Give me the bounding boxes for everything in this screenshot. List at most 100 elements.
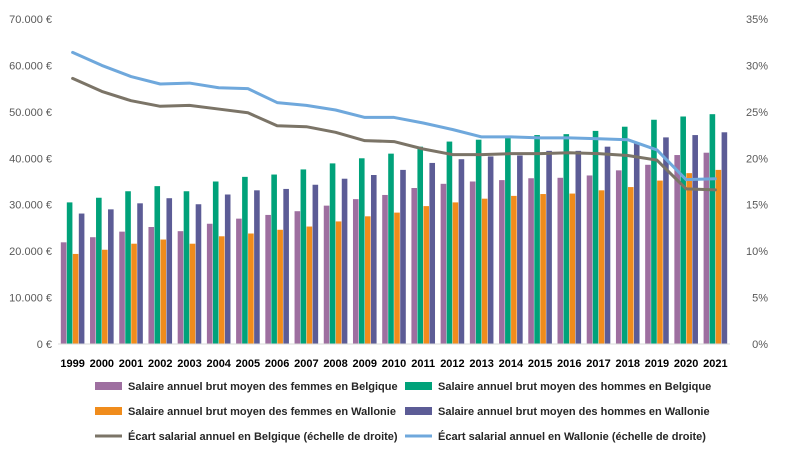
legend-item-salaire-annuel-brut-moyen-des-femmes-en-wallonie: Salaire annuel brut moyen des femmes en … — [95, 406, 396, 418]
x-tick-label: 2006 — [265, 358, 289, 370]
bar-2020-3 — [686, 173, 692, 344]
bar-2015-4 — [546, 150, 552, 344]
x-tick-label: 2008 — [323, 358, 347, 370]
bar-2021-2 — [709, 114, 716, 345]
bar-2015-3 — [540, 194, 546, 344]
left-tick-label: 30.000 € — [9, 200, 52, 212]
bar-2019-2 — [651, 119, 657, 344]
bar-1999-3 — [72, 253, 79, 344]
x-tick-label: 2018 — [615, 358, 639, 370]
bar-2004-2 — [212, 181, 219, 344]
bar-2020-2 — [680, 116, 686, 344]
bar-2008-2 — [329, 163, 336, 344]
bar-2010-2 — [388, 153, 394, 344]
x-tick-label: 2014 — [499, 358, 524, 370]
bar-2017-2 — [592, 130, 599, 344]
bar-2011-2 — [417, 146, 424, 344]
bar-2006-1 — [265, 214, 271, 344]
bar-2008-3 — [335, 221, 342, 344]
x-tick-label: 2003 — [177, 358, 201, 370]
bar-2021-4 — [721, 132, 728, 344]
right-axis: 0% 5% 10% 15% 20% 25% 30% 35% — [746, 14, 768, 351]
bar-2009-1 — [352, 199, 359, 344]
bar-series-salaire-annuel-brut-moyen-des-femmes-en-belgique — [60, 152, 710, 344]
bar-2000-1 — [90, 237, 96, 344]
x-tick-label: 2012 — [440, 358, 464, 370]
bar-2006-3 — [277, 229, 283, 344]
bar-2018-2 — [621, 126, 628, 345]
bar-2009-2 — [358, 158, 365, 344]
bar-2002-4 — [166, 198, 173, 344]
x-axis: 1999 2000 2001 2002 2003 2004 2005 2006 2007 2008… — [60, 358, 727, 370]
bar-2014-4 — [517, 155, 523, 344]
bar-2021-3 — [715, 169, 722, 344]
bar-2006-2 — [271, 174, 277, 344]
bar-2018-1 — [615, 170, 622, 344]
legend-label: Écart salarial annuel en Belgique (échel… — [128, 430, 398, 443]
bar-1999-2 — [66, 202, 73, 344]
bar-series-salaire-annuel-brut-moyen-des-hommes-en-belgique — [66, 114, 716, 345]
legend-label: Salaire annuel brut moyen des hommes en … — [438, 381, 711, 393]
legend-item-salaire-annuel-brut-moyen-des-femmes-en-belgique: Salaire annuel brut moyen des femmes en … — [95, 381, 398, 393]
bar-2009-3 — [364, 216, 371, 344]
bar-2016-4 — [575, 150, 582, 344]
bar-2001-4 — [137, 203, 143, 344]
bar-2014-3 — [511, 195, 517, 344]
bar-2007-2 — [300, 169, 307, 344]
bar-2010-4 — [400, 169, 406, 344]
bar-2007-1 — [294, 211, 301, 344]
left-axis: 0 € 10.000 € 20.000 € 30.000 € 40.000 € 50.00… — [9, 14, 52, 351]
bar-2004-4 — [224, 194, 231, 344]
bar-2019-3 — [657, 180, 663, 344]
bar-2017-4 — [604, 146, 611, 344]
bar-2012-4 — [458, 159, 465, 344]
bar-2005-3 — [248, 233, 254, 344]
legend-label: Salaire annuel brut moyen des femmes en … — [128, 381, 398, 393]
bar-2003-1 — [177, 231, 184, 344]
bar-2015-1 — [528, 178, 534, 344]
bar-2019-1 — [645, 164, 651, 344]
bar-2013-4 — [487, 156, 494, 344]
bar-2000-4 — [108, 209, 114, 344]
bar-2016-2 — [563, 134, 570, 344]
x-tick-label: 2010 — [382, 358, 406, 370]
x-tick-label: 2011 — [411, 358, 435, 370]
bar-2009-4 — [370, 175, 377, 344]
x-tick-label: 2020 — [674, 358, 698, 370]
bar-2018-4 — [633, 142, 640, 344]
x-tick-label: 2009 — [353, 358, 377, 370]
bar-2011-1 — [411, 188, 418, 344]
left-tick-label: 10.000 € — [9, 293, 52, 305]
x-tick-label: 2017 — [586, 358, 610, 370]
bar-2005-4 — [254, 190, 260, 344]
bar-2000-2 — [96, 197, 102, 344]
bar-2016-3 — [569, 193, 576, 344]
legend-swatch — [95, 407, 122, 415]
bar-2020-1 — [674, 155, 680, 344]
bar-2011-4 — [429, 162, 436, 344]
right-tick-label: 15% — [746, 200, 768, 212]
bar-2012-2 — [446, 141, 453, 344]
bar-2010-1 — [382, 194, 388, 344]
bar-2005-1 — [236, 218, 242, 344]
bar-2014-2 — [505, 137, 511, 344]
bar-2013-2 — [475, 139, 482, 344]
bar-2011-3 — [423, 206, 430, 344]
bar-2018-3 — [627, 187, 634, 344]
x-tick-label: 2013 — [469, 358, 493, 370]
bar-2003-2 — [183, 191, 190, 344]
x-tick-label: 2007 — [294, 358, 318, 370]
bar-2021-1 — [703, 152, 710, 344]
bar-2012-3 — [452, 202, 459, 344]
legend-swatch — [405, 407, 432, 415]
bar-2003-3 — [189, 243, 196, 344]
bar-2008-4 — [341, 178, 348, 344]
x-tick-label: 2001 — [119, 358, 143, 370]
legend-swatch — [95, 382, 122, 390]
bar-2010-3 — [394, 212, 400, 344]
bar-2017-3 — [598, 190, 605, 344]
bar-2002-2 — [154, 186, 161, 344]
x-tick-label: 2019 — [645, 358, 669, 370]
legend-label: Salaire annuel brut moyen des femmes en … — [128, 406, 396, 418]
legend: Salaire annuel brut moyen des femmes en … — [95, 381, 711, 443]
